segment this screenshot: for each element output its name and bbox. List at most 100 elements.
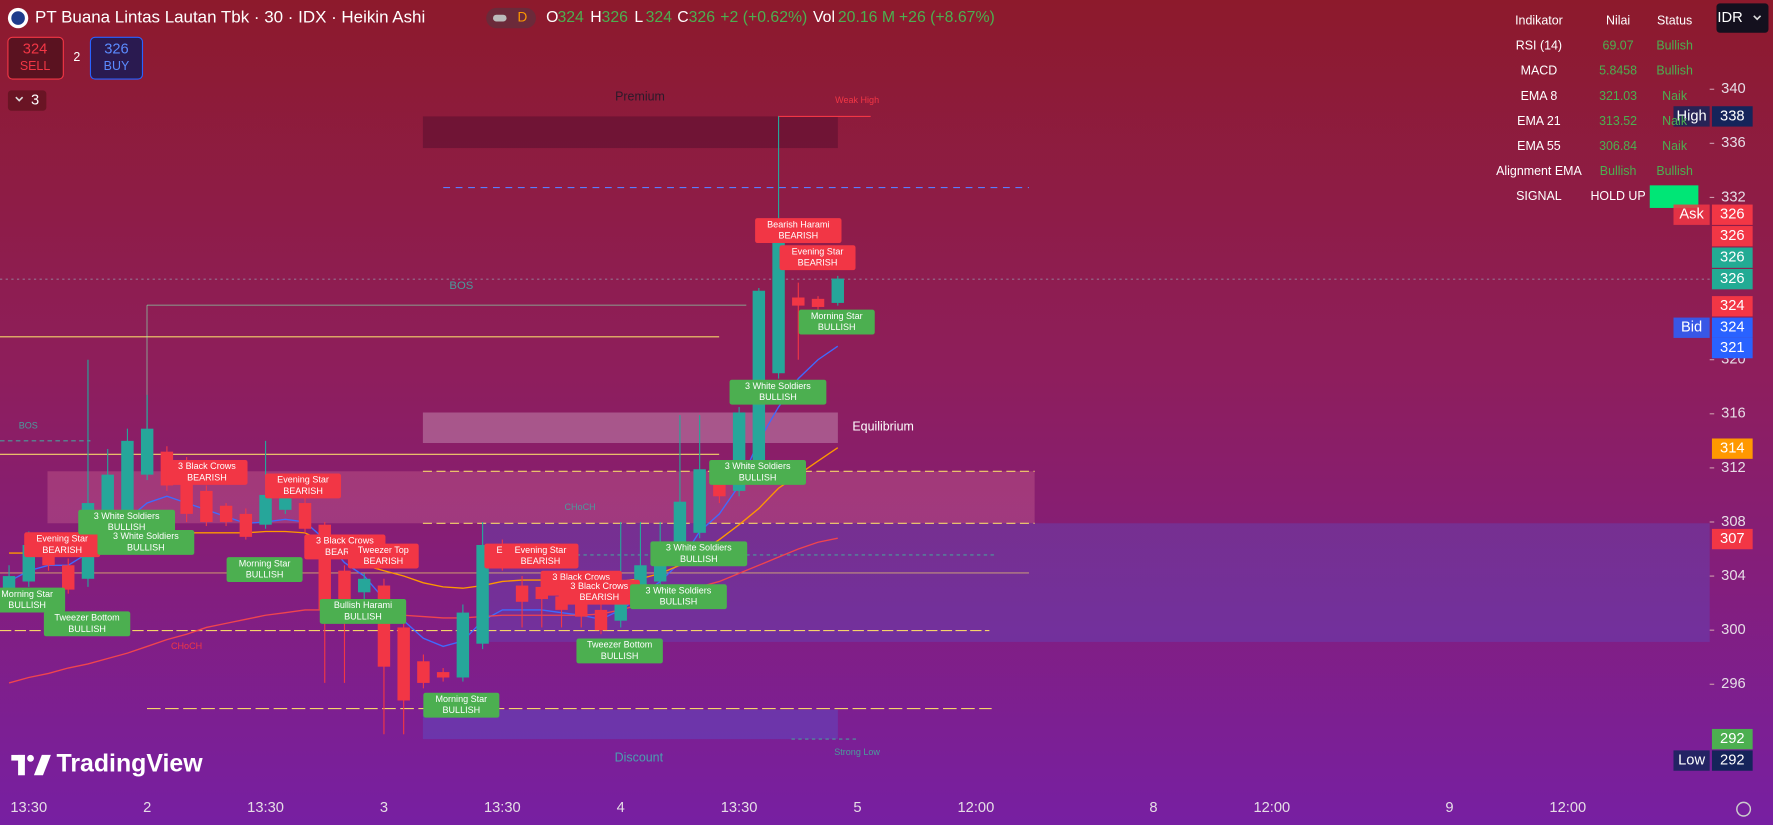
ohlc-value: 326 [602,9,629,26]
candle-body [121,440,134,514]
levels [0,115,1710,740]
price-badge [1711,226,1753,247]
badge-label-box [1673,204,1710,225]
pattern-signal: BEARISH [363,556,403,566]
zone-label: CHoCH [171,641,202,651]
y-tick-label: 336 [1721,135,1746,151]
pattern-signal: BULLISH [680,554,718,564]
zone-label: Equilibrium [852,419,913,433]
table-cell: HOLD UP [1590,189,1645,203]
volume-label: Vol [813,9,835,26]
candle-body [515,585,529,602]
table-cell: 313.52 [1599,114,1637,128]
candle-body [259,494,272,525]
y-tick-label: 316 [1721,406,1746,422]
change: +2 (+0.62%) [720,9,807,26]
pattern-label: Evening Star [515,545,567,555]
watermark: TradingView [57,750,204,778]
symbol-logo-inner [11,11,25,25]
price-badge [1711,204,1753,225]
table-cell: MACD [1521,64,1558,78]
candle-body [673,501,687,554]
badge-label-box [1673,750,1710,771]
pattern-label: Morning Star [811,311,863,321]
table-cell: EMA 8 [1521,89,1558,103]
pattern-label: 3 White Soldiers [666,543,732,553]
price-badge [1711,317,1753,338]
candle-body [693,469,706,533]
pattern-label: Evening Star [277,475,329,485]
badge-label: Bid [1681,320,1702,336]
table-cell: Naik [1662,114,1688,128]
pattern-label-box [265,473,342,499]
candle-body [436,672,450,678]
price-badge [1711,337,1753,359]
pattern-signal: BULLISH [344,611,382,621]
ohlc-key: O [546,9,558,26]
watermark-logo [11,754,51,776]
y-tick-label: 296 [1721,676,1746,692]
badge-label-box [1673,317,1710,338]
premium-zone [422,116,838,149]
price-badge-value: 326 [1720,228,1745,244]
pattern-signal: BEARISH [798,258,838,268]
pattern-signal: BULLISH [739,472,777,482]
pattern-label: Evening Star [36,533,88,543]
price-badge-value: 326 [1720,250,1745,266]
pattern-label-box [423,692,500,718]
sell-label: SELL [20,59,50,73]
candle-body [456,612,470,678]
pattern-signal: BULLISH [818,322,856,332]
pattern-signal: BEARISH [325,547,365,557]
pattern-signal: BEARISH [521,556,561,566]
zone-label: Weak High [835,95,879,105]
interval-pill[interactable] [486,7,536,29]
interval: D [518,10,528,25]
zone-label: Premium [615,89,665,103]
pattern-label: Tweezer Bottom [587,640,652,650]
settings-icon[interactable] [1736,801,1752,817]
pattern-label-box [630,584,727,610]
x-tick-label: 2 [143,800,151,816]
zone-label: BOS [449,280,473,292]
y-tick-label: 312 [1721,460,1746,476]
currency-button[interactable] [1716,3,1769,33]
panel-toggle[interactable] [7,90,47,111]
y-tick-label: 308 [1721,514,1746,530]
table-cell: RSI (14) [1516,39,1562,53]
pattern-label-box [78,509,176,535]
pattern-signal: BEARISH [579,592,619,602]
buy-button[interactable] [89,36,144,80]
x-tick-label: 13:30 [10,800,47,816]
signal-indicator [1649,185,1699,208]
candle-body [831,278,844,303]
price-badge-value: 292 [1720,731,1745,747]
buy-label: BUY [104,59,130,73]
price-badge-value: 338 [1720,108,1745,124]
x-tick-label: 3 [380,800,388,816]
pattern-label-box [226,557,303,583]
pattern-label-box [798,309,875,335]
pattern-label: 3 White Soldiers [113,531,179,541]
pattern-signal: BULLISH [68,624,106,634]
price-badge-value: 314 [1720,441,1745,457]
pattern-label-box [650,541,748,567]
ohlc-key: C [677,9,688,26]
price-badge [1711,268,1753,290]
table-cell: Bullish [1600,164,1637,178]
table-cell: 306.84 [1599,139,1637,153]
pattern-label: Bearish Harami [767,219,829,229]
candle-body [811,298,825,307]
sell-button[interactable] [7,36,64,80]
table-cell: Bullish [1656,64,1693,78]
pattern-label-box [709,459,806,485]
pattern-label-box [24,532,101,558]
table-header: Nilai [1606,14,1630,28]
logo-shape [33,754,51,776]
zone-label: BOS [19,420,38,430]
pattern-label: Morning Star [1,589,53,599]
volume-change: +26 (+8.67%) [899,9,995,26]
table-cell: Naik [1662,89,1688,103]
pattern-label: 3 White Soldiers [725,461,791,471]
y-tick-label: 304 [1721,568,1746,584]
